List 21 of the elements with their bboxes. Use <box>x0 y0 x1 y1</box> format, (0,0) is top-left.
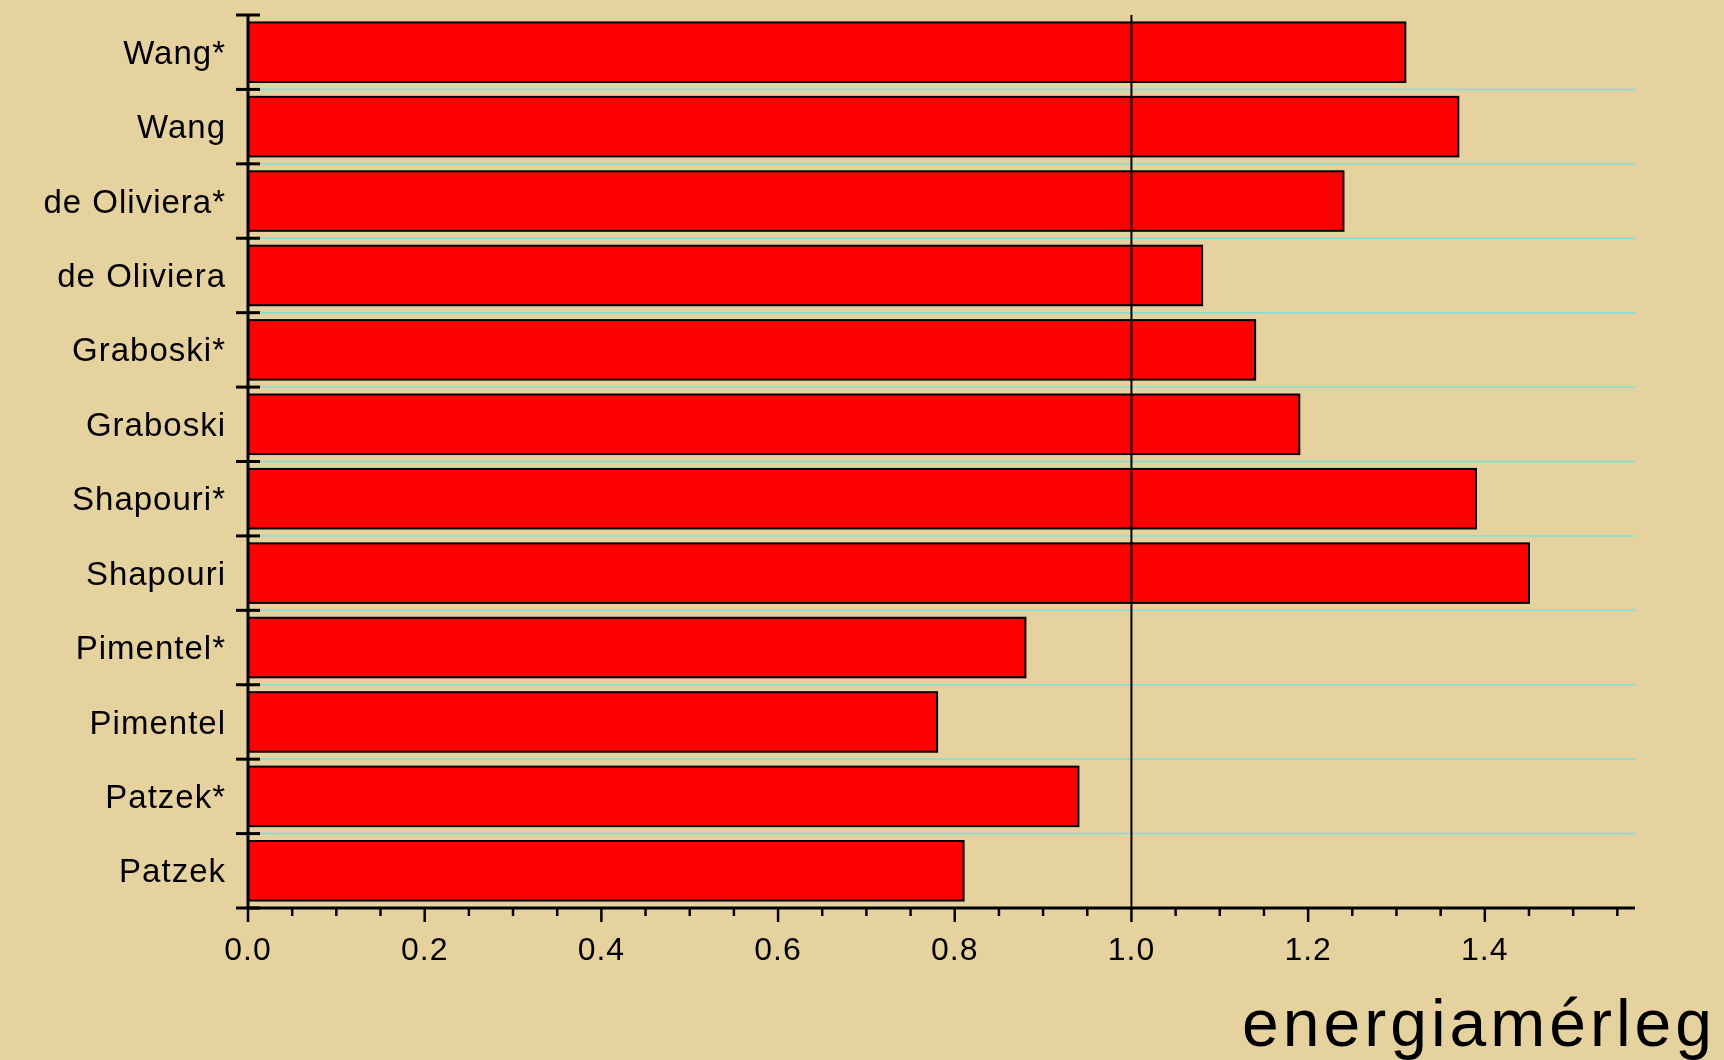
y-tick-label: Pimentel* <box>75 629 226 667</box>
x-tick-label: 0.8 <box>931 931 979 967</box>
x-axis-title: energiamérleg <box>1242 986 1716 1060</box>
x-tick-label: 0.2 <box>400 931 449 967</box>
x-tick-label: 0.6 <box>754 931 802 967</box>
x-tick-label: 1.4 <box>1461 931 1509 967</box>
y-tick-label: Shapouri <box>85 554 226 592</box>
y-tick-label: Shapouri* <box>72 480 226 518</box>
y-tick-label: Wang <box>137 108 226 146</box>
y-tick-label: Wang* <box>123 33 226 71</box>
y-tick-label: Graboski <box>85 405 226 443</box>
y-tick-label: Pimentel <box>89 703 226 741</box>
y-tick-label: Patzek* <box>105 777 226 815</box>
x-tick-label: 0.0 <box>224 931 272 967</box>
y-tick-label: de Oliviera* <box>43 182 226 220</box>
x-tick-label: 0.4 <box>577 931 626 967</box>
y-tick-label: de Oliviera <box>57 257 226 295</box>
y-tick-label: Patzek <box>119 852 226 890</box>
y-tick-label: Graboski* <box>72 331 226 369</box>
x-tick-label: 1.2 <box>1284 931 1332 967</box>
x-tick-label: 1.0 <box>1107 931 1156 967</box>
